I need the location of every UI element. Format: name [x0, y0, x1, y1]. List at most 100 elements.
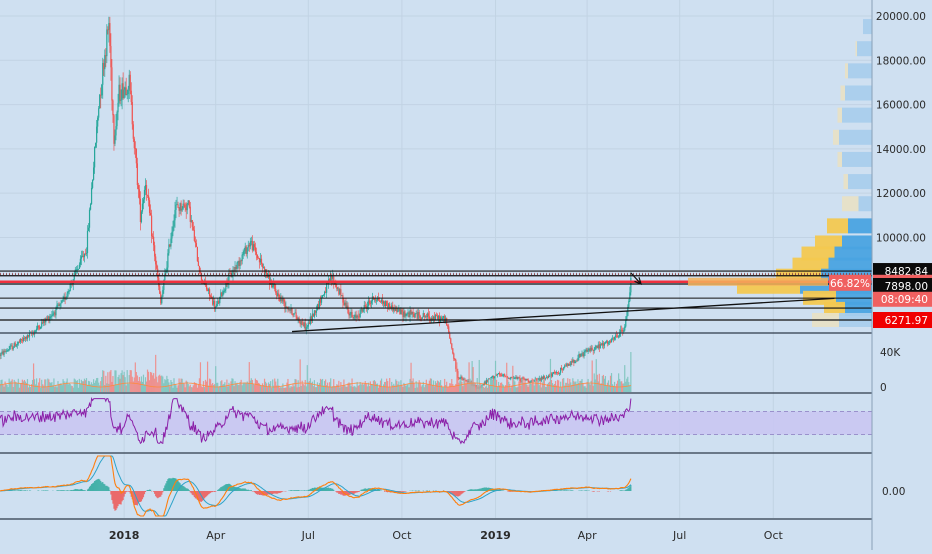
- profile-bar-up-4: [838, 108, 843, 123]
- candle-body-342: [347, 306, 348, 313]
- candle-body-168: [170, 239, 171, 247]
- candle-body-108: [109, 23, 110, 46]
- candle-body-153: [155, 256, 156, 264]
- candle-body-139: [141, 212, 142, 222]
- candle-body-251: [255, 247, 256, 252]
- candle-body-412: [419, 312, 420, 316]
- profile-bar-down-6: [842, 152, 872, 167]
- time-tick-label-5: Apr: [578, 529, 598, 542]
- candle-body-8: [8, 350, 9, 351]
- price-tick-label-5: 10000.00: [876, 232, 926, 244]
- candle-body-550: [559, 373, 560, 374]
- candle-body-565: [574, 362, 575, 363]
- candle-body-601: [611, 339, 612, 342]
- candle-body-85: [86, 253, 87, 254]
- candle-body-250: [254, 244, 255, 247]
- candle-body-257: [261, 259, 262, 264]
- candle-body-182: [185, 205, 186, 208]
- candle-body-454: [461, 377, 462, 379]
- profile-bar-down-9: [848, 218, 872, 233]
- candle-body-435: [442, 318, 443, 319]
- macd-hist-160: [162, 491, 163, 492]
- percent-badge[interactable]: 66.82%: [830, 278, 870, 290]
- level-label-3[interactable]: 7898.00: [885, 281, 928, 293]
- candle-body-151: [153, 237, 154, 245]
- candle-body-270: [274, 284, 275, 289]
- candle-body-50: [50, 316, 51, 317]
- candle-body-134: [136, 149, 137, 163]
- macd-hist-572: [581, 490, 582, 491]
- macd-hist-148: [150, 490, 151, 491]
- candle-body-137: [139, 189, 140, 198]
- time-tick-label-3: Oct: [392, 529, 412, 542]
- candle-body-125: [127, 94, 128, 95]
- candle-body-157: [159, 286, 160, 293]
- candle-body-287: [291, 308, 292, 315]
- macd-hist-563: [572, 490, 573, 491]
- candle-body-122: [124, 90, 125, 98]
- price-axis[interactable]: 20000.0018000.0016000.0014000.0012000.00…: [872, 0, 932, 550]
- candle-body-380: [386, 301, 387, 306]
- candle-body-152: [154, 245, 155, 256]
- candle-body-213: [216, 304, 217, 307]
- candle-body-165: [167, 253, 168, 267]
- candle-body-77: [78, 269, 79, 270]
- candle-body-548: [557, 372, 558, 373]
- candle-body-170: [172, 227, 173, 232]
- macd-hist-584: [594, 491, 595, 492]
- candle-body-301: [306, 327, 307, 330]
- candle-body-543: [552, 374, 553, 377]
- candle-body-90: [91, 188, 92, 204]
- macd-hist-47: [47, 490, 48, 491]
- candle-body-373: [379, 301, 380, 302]
- candle-body-422: [429, 316, 430, 318]
- candle-body-29: [29, 333, 30, 336]
- candle-body-252: [256, 252, 257, 255]
- candle-body-203: [206, 285, 207, 289]
- candle-body-1: [0, 353, 1, 356]
- candle-body-238: [242, 255, 243, 261]
- macd-hist-84: [85, 490, 86, 491]
- candle-body-79: [80, 259, 81, 265]
- candle-body-346: [351, 312, 352, 317]
- candle-body-620: [630, 278, 631, 293]
- candle-body-86: [87, 231, 88, 253]
- candle-body-239: [243, 254, 244, 255]
- price-tick-label-1: 18000.00: [876, 55, 926, 67]
- profile-bar-down-4: [842, 108, 872, 123]
- candle-body-61: [61, 301, 62, 303]
- level-label-4[interactable]: 6271.97: [885, 315, 928, 327]
- candle-body-348: [353, 317, 354, 318]
- candle-body-190: [193, 227, 194, 230]
- candle-body-132: [134, 139, 135, 148]
- candle-body-337: [342, 295, 343, 302]
- profile-bar-down-2: [848, 63, 872, 78]
- candle-body-274: [278, 294, 279, 297]
- candle-body-191: [194, 230, 195, 241]
- candle-body-197: [200, 272, 201, 273]
- candle-body-608: [618, 336, 619, 337]
- candle-body-68: [69, 291, 70, 292]
- macd-hist-328: [333, 490, 334, 491]
- candle-body-55: [55, 307, 56, 315]
- candle-body-302: [307, 327, 308, 328]
- candle-body-126: [128, 89, 129, 94]
- candle-body-511: [519, 378, 520, 381]
- candle-body-193: [196, 243, 197, 247]
- candle-body-92: [93, 167, 94, 179]
- candle-body-141: [143, 199, 144, 203]
- candle-body-60: [60, 303, 61, 304]
- candle-body-110: [111, 67, 112, 100]
- time-tick-label-1: Apr: [206, 529, 226, 542]
- profile-bar-down-8: [859, 196, 873, 211]
- candle-body-615: [625, 320, 626, 326]
- candle-body-131: [133, 124, 134, 138]
- candle-body-568: [577, 358, 578, 361]
- candle-body-94: [95, 143, 96, 147]
- profile-bar-up-7: [844, 174, 849, 189]
- candle-body-119: [120, 100, 121, 101]
- countdown-badge[interactable]: 08:09:40: [881, 294, 928, 306]
- candle-body-173: [175, 205, 176, 210]
